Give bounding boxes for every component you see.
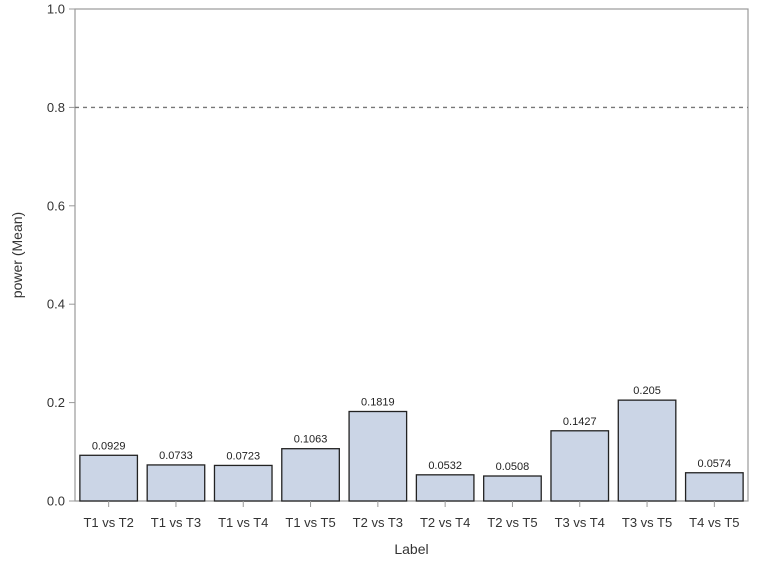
bar [684,472,744,502]
bar-value-label: 0.205 [633,385,661,397]
bar [617,399,677,502]
x-tick-label: T1 vs T5 [285,515,335,530]
x-tick-label: T4 vs T5 [689,515,739,530]
x-tick-label: T1 vs T2 [83,515,133,530]
y-axis-title: power (Mean) [9,212,25,298]
bar-value-label: 0.0508 [496,461,530,473]
bar [483,475,542,502]
bar-value-label: 0.1427 [563,416,597,428]
bar-value-label: 0.0929 [92,440,126,452]
bar [213,464,273,502]
y-tick-label: 0.0 [47,494,65,509]
x-tick-label: T3 vs T5 [622,515,672,530]
y-axis: 0.0 0.2 0.4 0.6 0.8 1.0 [47,2,75,509]
x-tick-label: T2 vs T4 [420,515,470,530]
bars-group: 0.0929 0.0733 0.0723 0.1063 0.1819 0.0532 0.05… [79,385,744,502]
x-axis-title: Label [394,541,428,557]
bar-value-label: 0.0733 [159,450,193,462]
bar [281,448,340,502]
x-tick-label: T3 vs T4 [555,515,605,530]
bar-value-label: 0.0574 [698,458,732,470]
x-tick-label: T1 vs T3 [151,515,201,530]
bar [79,454,139,502]
y-tick-label: 0.2 [47,395,65,410]
bar-value-label: 0.1819 [361,397,395,409]
plot-frame [74,8,749,502]
x-tick-label: T2 vs T3 [353,515,403,530]
y-tick-label: 1.0 [47,2,65,17]
bar-value-label: 0.1063 [294,434,328,446]
y-tick-label: 0.4 [47,297,65,312]
bar [146,464,206,502]
y-tick-label: 0.8 [47,100,65,115]
bar-value-label: 0.0532 [428,460,462,472]
bar [415,474,475,502]
bar-value-label: 0.0723 [226,450,260,462]
x-tick-label: T2 vs T5 [487,515,537,530]
bar [348,410,408,502]
x-tick-label: T1 vs T4 [218,515,268,530]
y-tick-label: 0.6 [47,198,65,213]
bar [550,430,610,502]
plot-frame-group [74,8,749,502]
x-axis: T1 vs T2 T1 vs T3 T1 vs T4 T1 vs T5 T2 vs T3… [83,501,740,530]
